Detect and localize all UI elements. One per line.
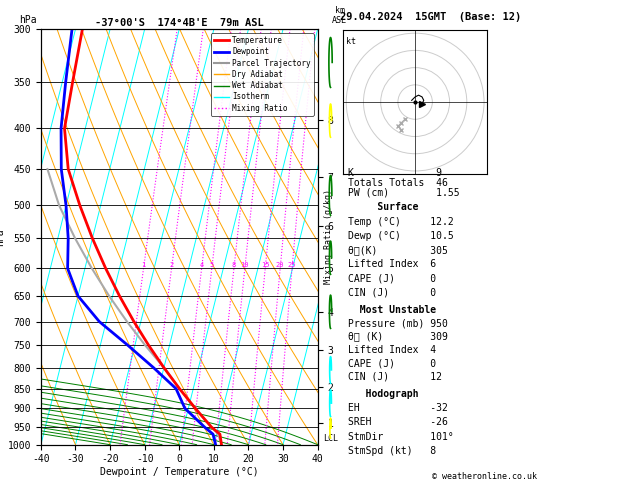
- Text: 8: 8: [232, 262, 236, 268]
- Text: Lifted Index  6: Lifted Index 6: [348, 260, 437, 269]
- Text: kt: kt: [346, 36, 356, 46]
- Text: Totals Totals  46: Totals Totals 46: [348, 178, 448, 188]
- Text: LCL: LCL: [323, 434, 338, 443]
- Legend: Temperature, Dewpoint, Parcel Trajectory, Dry Adiabat, Wet Adiabat, Isotherm, Mi: Temperature, Dewpoint, Parcel Trajectory…: [211, 33, 314, 116]
- Text: 10: 10: [240, 262, 249, 268]
- Text: 1: 1: [142, 262, 146, 268]
- Text: SREH          -26: SREH -26: [348, 417, 448, 427]
- Text: © weatheronline.co.uk: © weatheronline.co.uk: [432, 472, 537, 481]
- Text: Most Unstable: Most Unstable: [348, 305, 437, 315]
- Text: StmDir        101°: StmDir 101°: [348, 432, 454, 442]
- Text: CIN (J)       12: CIN (J) 12: [348, 372, 442, 382]
- Text: 15: 15: [261, 262, 269, 268]
- Text: Surface: Surface: [348, 202, 419, 212]
- Title: -37°00'S  174°4B'E  79m ASL: -37°00'S 174°4B'E 79m ASL: [95, 18, 264, 28]
- Text: PW (cm)        1.55: PW (cm) 1.55: [348, 188, 460, 198]
- Text: Mixing Ratio (g/kg): Mixing Ratio (g/kg): [325, 190, 333, 284]
- Text: 5: 5: [209, 262, 214, 268]
- Text: EH            -32: EH -32: [348, 403, 448, 413]
- Text: km
ASL: km ASL: [332, 6, 347, 25]
- Text: 4: 4: [199, 262, 204, 268]
- Text: Temp (°C)     12.2: Temp (°C) 12.2: [348, 217, 454, 226]
- Text: K              9: K 9: [348, 168, 442, 178]
- Text: CAPE (J)      0: CAPE (J) 0: [348, 358, 437, 368]
- Text: 20: 20: [276, 262, 284, 268]
- Text: θᴄ (K)        309: θᴄ (K) 309: [348, 331, 448, 342]
- Text: CIN (J)       0: CIN (J) 0: [348, 288, 437, 298]
- Text: Hodograph: Hodograph: [348, 388, 419, 399]
- Text: 25: 25: [288, 262, 296, 268]
- Text: hPa: hPa: [19, 15, 36, 25]
- X-axis label: Dewpoint / Temperature (°C): Dewpoint / Temperature (°C): [100, 467, 259, 477]
- Text: θᴄ(K)         305: θᴄ(K) 305: [348, 245, 448, 255]
- Text: Pressure (mb) 950: Pressure (mb) 950: [348, 318, 448, 328]
- Text: Lifted Index  4: Lifted Index 4: [348, 345, 437, 355]
- Text: CAPE (J)      0: CAPE (J) 0: [348, 274, 437, 283]
- Text: 2: 2: [169, 262, 174, 268]
- Text: Dewp (°C)     10.5: Dewp (°C) 10.5: [348, 231, 454, 241]
- Text: StmSpd (kt)   8: StmSpd (kt) 8: [348, 446, 437, 456]
- Text: 29.04.2024  15GMT  (Base: 12): 29.04.2024 15GMT (Base: 12): [340, 12, 521, 22]
- Y-axis label: hPa: hPa: [0, 228, 5, 246]
